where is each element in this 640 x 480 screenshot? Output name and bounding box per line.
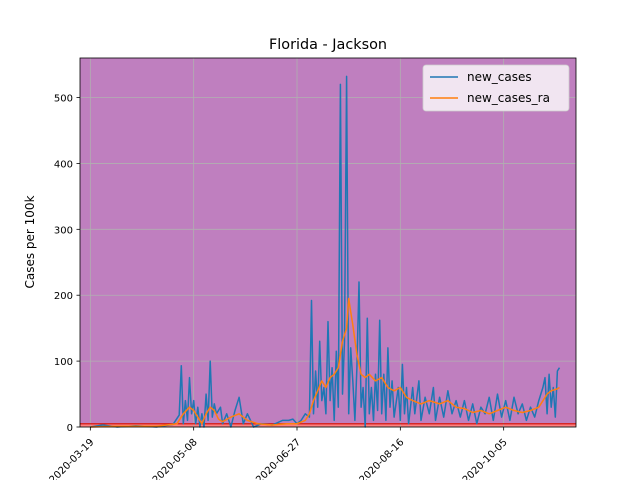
y-tick-label: 500 bbox=[54, 94, 73, 105]
y-axis-label: Cases per 100k bbox=[23, 195, 37, 288]
y-tick-label: 300 bbox=[54, 225, 73, 236]
legend: new_cases new_cases_ra bbox=[422, 64, 570, 112]
low-band bbox=[80, 423, 576, 427]
legend-label: new_cases_ra bbox=[467, 91, 550, 105]
y-axis: 0 100 200 300 400 500 bbox=[54, 94, 80, 434]
y-tick-label: 0 bbox=[67, 423, 73, 434]
legend-label: new_cases bbox=[467, 70, 532, 84]
grid bbox=[80, 58, 576, 428]
chart-title: Florida - Jackson bbox=[269, 37, 387, 53]
plot-frame bbox=[79, 57, 577, 428]
y-tick-label: 400 bbox=[54, 159, 73, 170]
series-layer bbox=[90, 75, 561, 428]
y-tick-label: 200 bbox=[54, 291, 73, 302]
y-tick-label: 100 bbox=[54, 357, 73, 368]
legend-box bbox=[422, 64, 570, 112]
plot-area bbox=[79, 57, 577, 428]
background-band bbox=[80, 58, 576, 424]
series-line-new-cases-ra bbox=[90, 297, 560, 428]
